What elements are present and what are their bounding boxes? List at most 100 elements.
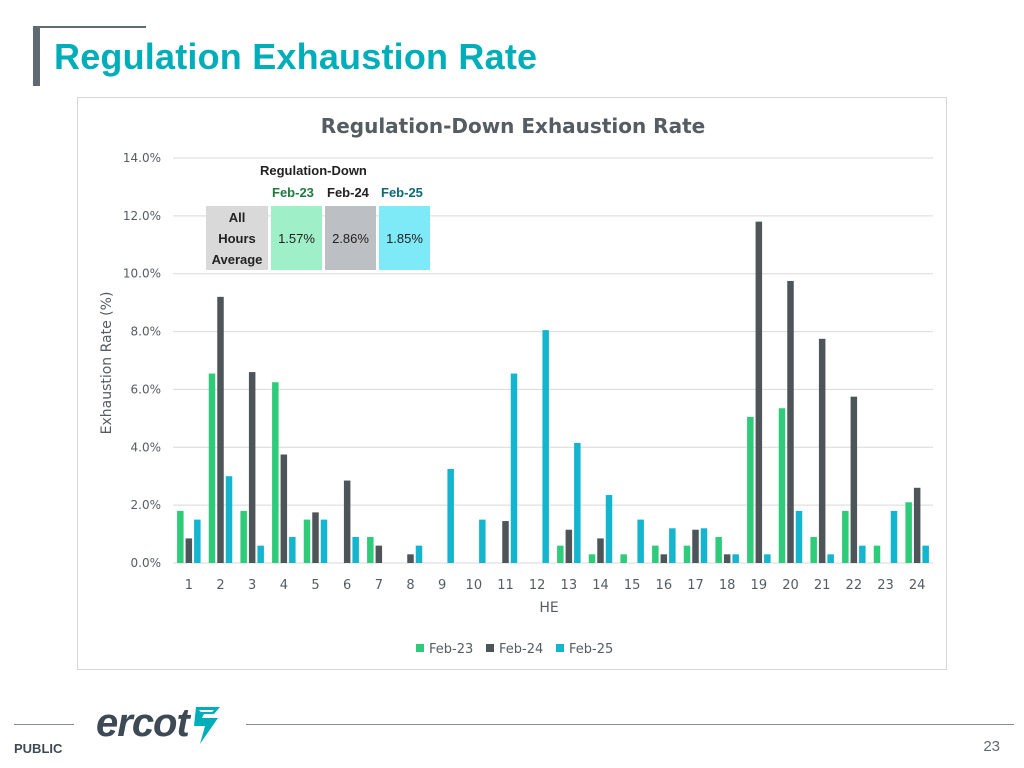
bar-feb-23-he-15 [620, 554, 627, 563]
bar-feb-25-he-2 [225, 476, 233, 563]
bar-feb-24-he-22 [850, 396, 858, 563]
x-tick-label: 12 [529, 578, 546, 593]
x-tick-label: 11 [497, 578, 514, 593]
bar-feb-25-he-10 [479, 519, 486, 563]
legend-label-feb-25: Feb-25 [569, 642, 613, 657]
bar-feb-23-he-4 [272, 382, 279, 563]
x-tick-label: 3 [248, 578, 256, 593]
bar-feb-24-he-1 [185, 538, 193, 563]
y-tick-label: 8.0% [131, 325, 162, 339]
summary-col-header-feb-23: Feb-23 [272, 185, 314, 200]
y-axis-label: Exhaustion Rate (%) [99, 292, 115, 435]
bar-feb-24-he-24 [913, 487, 921, 563]
x-tick-label: 13 [561, 578, 578, 593]
bar-feb-24-he-11 [502, 521, 509, 563]
bar-feb-24-he-16 [660, 554, 668, 563]
x-tick-label: 21 [814, 578, 831, 593]
footer-rule-left [14, 724, 74, 725]
x-tick-label: 8 [406, 578, 414, 593]
bar-feb-24-he-2 [217, 296, 224, 563]
bar-feb-23-he-23 [873, 545, 881, 563]
bar-feb-25-he-19 [764, 554, 771, 563]
legend-swatch-feb-25 [556, 644, 564, 652]
x-tick-label: 17 [687, 578, 704, 593]
slide-title: Regulation Exhaustion Rate [54, 36, 538, 77]
bar-feb-23-he-17 [683, 545, 691, 563]
bar-feb-23-he-19 [747, 416, 754, 563]
x-axis-label: HE [539, 600, 558, 616]
bar-feb-25-he-15 [637, 519, 644, 563]
bar-feb-24-he-8 [407, 554, 414, 563]
bar-feb-25-he-14 [605, 495, 613, 563]
bar-feb-23-he-21 [810, 536, 817, 563]
y-tick-label: 6.0% [131, 382, 162, 396]
x-tick-label: 15 [624, 578, 641, 593]
bar-feb-25-he-24 [922, 545, 929, 563]
bar-feb-25-he-18 [732, 554, 739, 563]
x-tick-label: 24 [909, 578, 926, 593]
legend-label-feb-24: Feb-24 [499, 642, 543, 657]
bar-feb-24-he-7 [375, 545, 383, 563]
ercot-bolt-icon [194, 707, 220, 744]
x-tick-label: 5 [311, 578, 319, 593]
summary-row-label-line-2: Hours [218, 230, 256, 246]
page-number: 23 [983, 738, 1000, 755]
x-tick-label: 23 [877, 578, 894, 593]
bar-feb-25-he-22 [859, 545, 866, 563]
x-tick-label: 10 [466, 578, 483, 593]
bar-feb-24-he-5 [312, 512, 319, 563]
bar-feb-23-he-5 [303, 519, 311, 563]
x-tick-label: 22 [846, 578, 863, 593]
legend-label-feb-23: Feb-23 [429, 642, 473, 657]
bar-feb-23-he-22 [842, 510, 849, 563]
x-tick-label: 6 [343, 578, 351, 593]
chart-frame: Regulation-Down Exhaustion Rate 0.0% 2.0%… [77, 97, 947, 670]
summary-row-label: All Hours Average [206, 206, 268, 270]
x-tick-label: 14 [592, 578, 609, 593]
bar-feb-24-he-20 [787, 280, 794, 563]
bar-feb-23-he-1 [177, 510, 184, 563]
legend-swatch-feb-24 [486, 644, 494, 652]
bar-feb-25-he-1 [194, 519, 201, 563]
bar-feb-25-he-23 [890, 510, 898, 563]
bar-feb-24-he-17 [692, 529, 699, 563]
summary-value-feb-23: 1.57% [271, 206, 322, 270]
bar-feb-23-he-24 [905, 502, 912, 563]
ercot-logo: ercot [96, 700, 226, 746]
y-tick-label: 14.0% [123, 151, 161, 165]
y-tick-label: 10.0% [123, 267, 161, 281]
x-tick-label: 19 [751, 578, 768, 593]
footer-rule-right [246, 724, 1014, 725]
bar-feb-25-he-20 [795, 510, 803, 563]
bar-feb-25-he-16 [669, 528, 676, 563]
x-tick-label: 9 [438, 578, 446, 593]
bars [177, 221, 929, 563]
bar-feb-25-he-8 [415, 545, 423, 563]
bar-feb-24-he-14 [597, 538, 604, 563]
bar-feb-25-he-12 [542, 330, 549, 563]
y-tick-labels: 0.0% 2.0% 4.0% 6.0% 8.0% 10.0% 12.0% 14.0% [123, 151, 161, 570]
bar-feb-23-he-18 [715, 536, 722, 563]
ercot-logo-text: ercot [96, 701, 190, 745]
y-tick-label: 2.0% [131, 498, 162, 512]
title-accent-bar [33, 26, 40, 86]
bar-feb-24-he-3 [248, 372, 256, 563]
chart-title: Regulation-Down Exhaustion Rate [321, 114, 705, 138]
summary-table-title: Regulation-Down [260, 163, 367, 178]
y-tick-label: 4.0% [131, 440, 162, 454]
bar-feb-23-he-16 [652, 545, 659, 563]
x-tick-label: 4 [280, 578, 288, 593]
summary-col-header-feb-24: Feb-24 [327, 185, 369, 200]
bar-feb-25-he-21 [827, 554, 834, 563]
bar-feb-25-he-9 [447, 468, 454, 563]
bar-feb-25-he-3 [257, 545, 264, 563]
exhaustion-rate-chart: Regulation-Down Exhaustion Rate 0.0% 2.0%… [99, 114, 933, 657]
x-tick-label: 1 [185, 578, 193, 593]
bar-feb-24-he-6 [343, 480, 351, 563]
bar-feb-25-he-4 [289, 536, 296, 563]
bar-feb-24-he-19 [755, 221, 763, 563]
bar-feb-24-he-13 [565, 529, 573, 563]
summary-col-header-feb-25: Feb-25 [381, 185, 423, 200]
bar-feb-23-he-20 [778, 408, 786, 563]
bar-feb-25-he-5 [320, 519, 328, 563]
